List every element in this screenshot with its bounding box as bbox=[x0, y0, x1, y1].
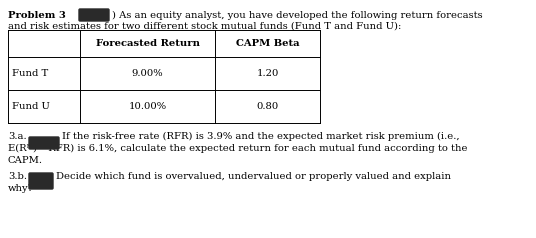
Text: Forecasted Return: Forecasted Return bbox=[95, 39, 199, 48]
Text: 9.00%: 9.00% bbox=[132, 69, 163, 78]
Text: why?: why? bbox=[8, 184, 34, 193]
Text: 3.b.: 3.b. bbox=[8, 172, 27, 181]
FancyBboxPatch shape bbox=[79, 9, 109, 21]
Text: 10.00%: 10.00% bbox=[129, 102, 167, 111]
FancyBboxPatch shape bbox=[29, 137, 59, 149]
Text: 3.a.: 3.a. bbox=[8, 132, 27, 141]
Text: Fund T: Fund T bbox=[12, 69, 48, 78]
FancyBboxPatch shape bbox=[29, 173, 53, 189]
Text: ) As an equity analyst, you have developed the following return forecasts: ) As an equity analyst, you have develop… bbox=[112, 11, 482, 20]
Text: 0.80: 0.80 bbox=[256, 102, 279, 111]
Text: CAPM Beta: CAPM Beta bbox=[236, 39, 299, 48]
Text: E(Rᴹ) – RFR) is 6.1%, calculate the expected return for each mutual fund accordi: E(Rᴹ) – RFR) is 6.1%, calculate the expe… bbox=[8, 144, 467, 153]
Text: Problem 3: Problem 3 bbox=[8, 11, 66, 20]
Text: Decide which fund is overvalued, undervalued or properly valued and explain: Decide which fund is overvalued, underva… bbox=[56, 172, 451, 181]
Text: 1.20: 1.20 bbox=[256, 69, 279, 78]
Text: CAPM.: CAPM. bbox=[8, 156, 43, 165]
Text: and risk estimates for two different stock mutual funds (Fund T and Fund U):: and risk estimates for two different sto… bbox=[8, 22, 401, 31]
Text: Fund U: Fund U bbox=[12, 102, 50, 111]
Text: If the risk-free rate (RFR) is 3.9% and the expected market risk premium (i.e.,: If the risk-free rate (RFR) is 3.9% and … bbox=[62, 132, 460, 141]
